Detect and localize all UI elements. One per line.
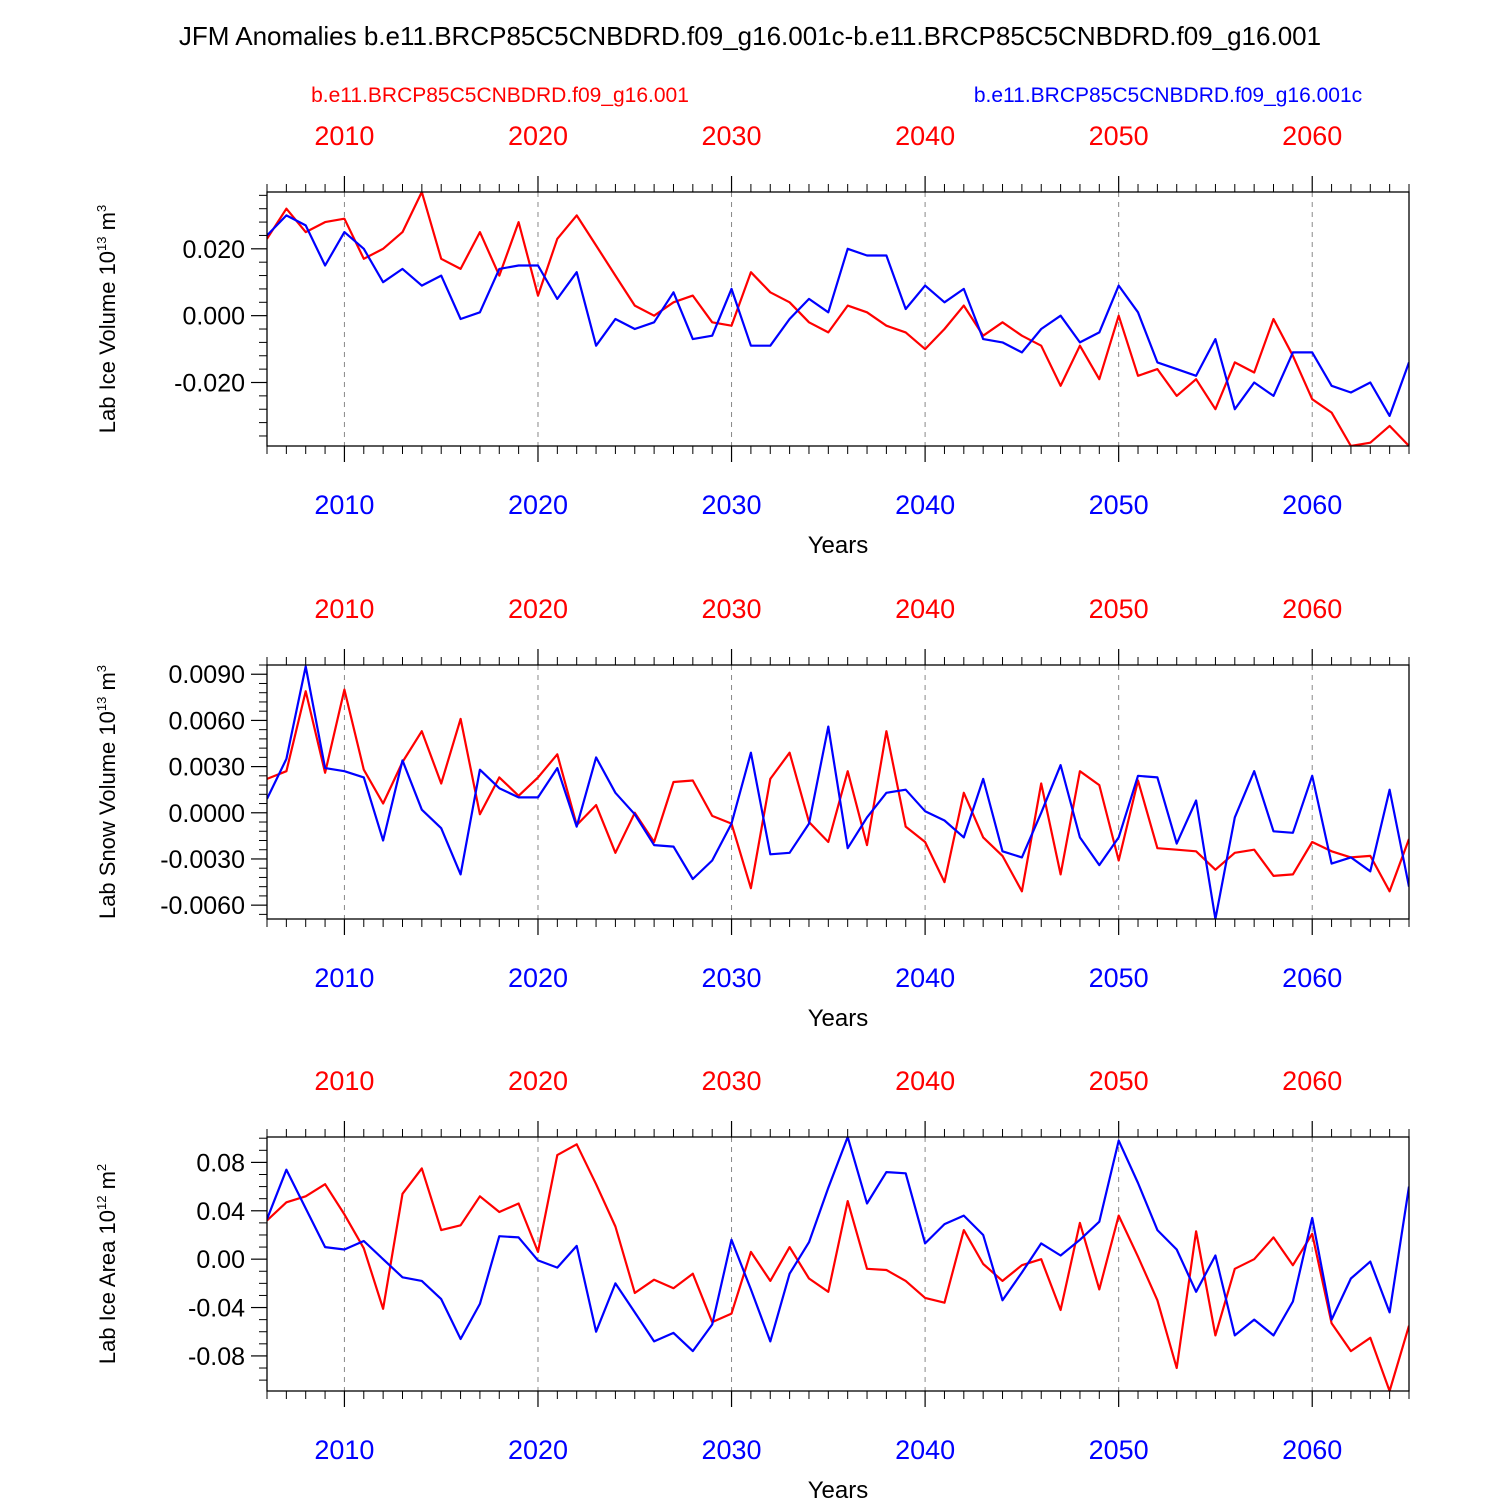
chart-2-x-tick-label-bottom: 2010 (314, 963, 374, 993)
chart-3-y-tick-label: 0.04 (196, 1198, 245, 1226)
chart-3-y-axis-title: Lab Ice Area 1012 m2 (94, 1164, 120, 1364)
chart-3-x-tick-label-top: 2060 (1282, 1066, 1342, 1096)
chart-2-y-tick-label: -0.0030 (160, 846, 245, 874)
legend-label-blue: b.e11.BRCP85C5CNBDRD.f09_g16.001c (974, 84, 1362, 107)
chart-1-x-tick-label-bottom: 2030 (702, 490, 762, 520)
chart-2-x-tick-label-bottom: 2050 (1089, 963, 1149, 993)
chart-3-y-tick-label: 0.00 (196, 1246, 245, 1274)
chart-3-plot-frame (266, 1136, 1410, 1392)
chart-panel-1: -0.020 0.000 0.020 2010 2010 2020 2020 2030 2030… (94, 121, 1410, 559)
chart-2-x-tick-label-bottom: 2060 (1282, 963, 1342, 993)
chart-1-x-tick-label-top: 2040 (895, 121, 955, 151)
chart-1-x-tick-label-bottom: 2040 (895, 490, 955, 520)
legend-label-red: b.e11.BRCP85C5CNBDRD.f09_g16.001 (311, 84, 689, 107)
chart-1-x-tick-label-top: 2060 (1282, 121, 1342, 151)
chart-2-y-tick-label: 0.0000 (169, 800, 245, 828)
chart-2-x-tick-label-top: 2050 (1089, 594, 1149, 624)
chart-1-x-tick-label-bottom: 2050 (1089, 490, 1149, 520)
chart-1-x-tick-label-bottom: 2020 (508, 490, 568, 520)
chart-2-series-line-red (267, 688, 1409, 893)
chart-1-x-tick-label-bottom: 2060 (1282, 490, 1342, 520)
chart-3-x-tick-label-top: 2020 (508, 1066, 568, 1096)
chart-2-x-tick-label-top: 2030 (702, 594, 762, 624)
chart-3-series-line-red (267, 1143, 1409, 1391)
chart-3-x-axis-title: Years (808, 1477, 869, 1500)
chart-2-x-tick-label-bottom: 2040 (895, 963, 955, 993)
chart-2-x-tick-label-top: 2010 (314, 594, 374, 624)
chart-2-x-tick-label-bottom: 2020 (508, 963, 568, 993)
chart-1-y-axis-title: Lab Ice Volume 1013 m3 (94, 205, 120, 433)
chart-2-x-axis-title: Years (808, 1005, 869, 1032)
chart-2-x-tick-label-top: 2020 (508, 594, 568, 624)
chart-3-x-tick-label-top: 2030 (702, 1066, 762, 1096)
chart-3-y-tick-label: 0.08 (196, 1149, 245, 1177)
chart-1-x-axis-title: Years (808, 532, 869, 559)
chart-1-series-line-red (267, 192, 1409, 446)
chart-3-x-tick-label-top: 2010 (314, 1066, 374, 1096)
chart-1-y-tick-label: -0.020 (174, 370, 245, 398)
chart-2-y-tick-label: 0.0030 (169, 754, 245, 782)
chart-1-x-tick-label-top: 2050 (1089, 121, 1149, 151)
chart-3-x-tick-label-bottom: 2050 (1089, 1435, 1149, 1465)
chart-1-y-tick-label: 0.000 (182, 303, 245, 331)
chart-2-y-tick-label: -0.0060 (160, 892, 245, 920)
chart-3-x-tick-label-top: 2040 (895, 1066, 955, 1096)
chart-1-series-line-blue (267, 214, 1409, 417)
chart-3-series-line-blue (267, 1137, 1409, 1353)
figure-title: JFM Anomalies b.e11.BRCP85C5CNBDRD.f09_g… (179, 21, 1321, 51)
chart-2-x-tick-label-top: 2040 (895, 594, 955, 624)
chart-2-y-tick-label: 0.0090 (169, 661, 245, 689)
chart-1-x-tick-label-top: 2020 (508, 121, 568, 151)
chart-2-x-tick-label-bottom: 2030 (702, 963, 762, 993)
chart-3-y-tick-label: -0.04 (188, 1295, 245, 1323)
chart-2-series-line-blue (267, 665, 1409, 919)
chart-2-x-tick-label-top: 2060 (1282, 594, 1342, 624)
chart-1-x-tick-label-bottom: 2010 (314, 490, 374, 520)
chart-3-x-tick-label-bottom: 2020 (508, 1435, 568, 1465)
chart-1-x-tick-label-top: 2010 (314, 121, 374, 151)
chart-1-plot-frame (266, 191, 1410, 447)
chart-3-x-tick-label-bottom: 2030 (702, 1435, 762, 1465)
chart-2-plot-frame (266, 664, 1410, 920)
chart-3-x-tick-label-bottom: 2040 (895, 1435, 955, 1465)
chart-2-y-axis-title: Lab Snow Volume 1013 m3 (94, 665, 120, 919)
chart-1-x-tick-label-top: 2030 (702, 121, 762, 151)
chart-3-y-tick-label: -0.08 (188, 1343, 245, 1371)
chart-1-y-tick-label: 0.020 (182, 236, 245, 264)
chart-panel-2: -0.0060 -0.0030 0.0000 0.0030 0.0060 0.0090 20… (94, 594, 1410, 1032)
chart-panel-3: -0.08 -0.04 0.00 0.04 0.08 2010 2010 2020 2020 20… (94, 1066, 1410, 1500)
chart-3-x-tick-label-bottom: 2010 (314, 1435, 374, 1465)
chart-2-y-tick-label: 0.0060 (169, 707, 245, 735)
chart-3-x-tick-label-top: 2050 (1089, 1066, 1149, 1096)
chart-3-x-tick-label-bottom: 2060 (1282, 1435, 1342, 1465)
